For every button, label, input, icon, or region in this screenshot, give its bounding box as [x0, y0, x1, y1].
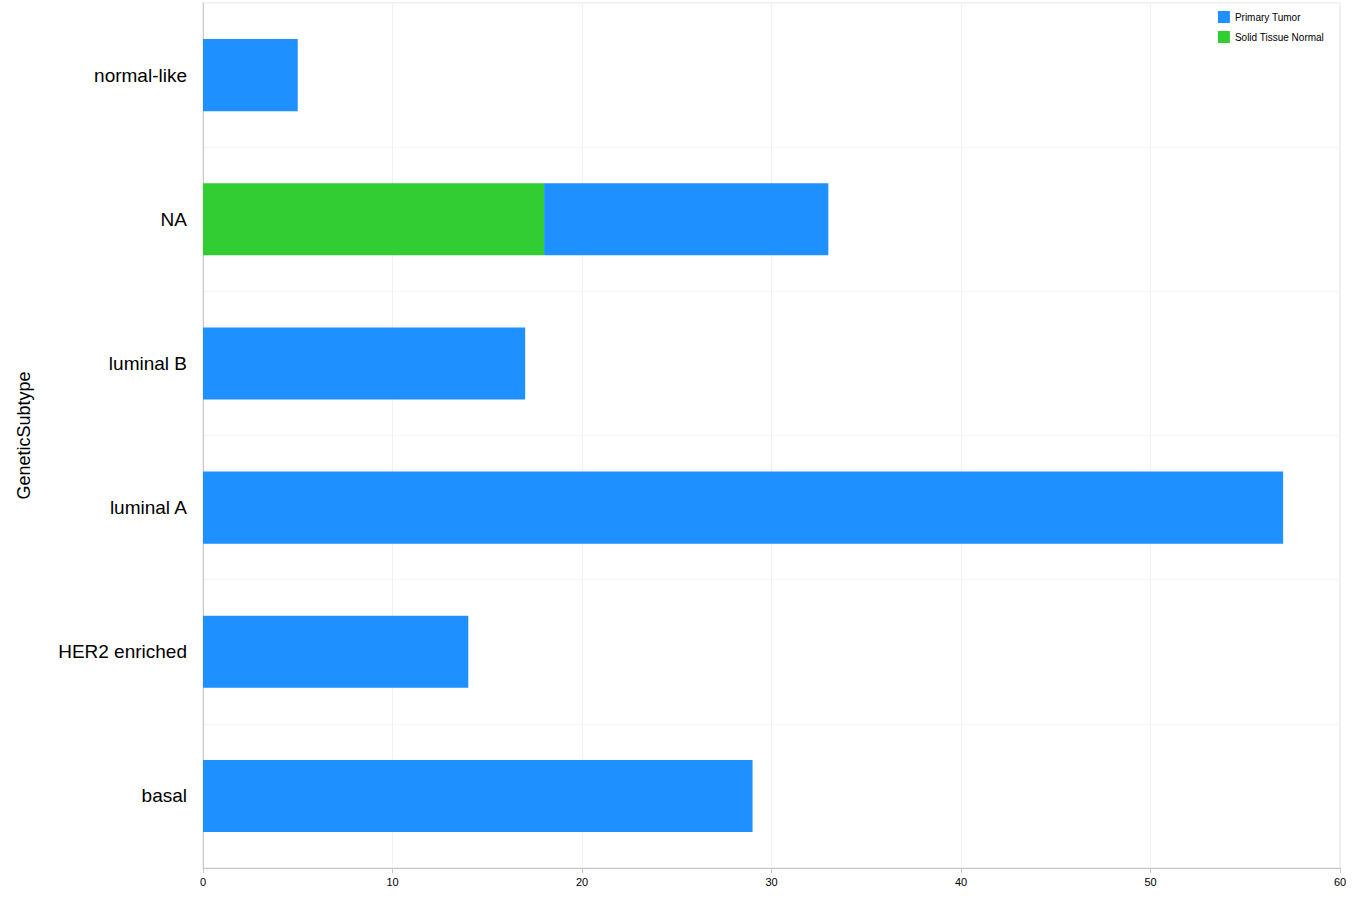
svg-text:0: 0 — [200, 876, 206, 888]
svg-text:basal: basal — [142, 785, 187, 806]
svg-text:50: 50 — [1144, 876, 1156, 888]
svg-text:NA: NA — [161, 209, 188, 230]
svg-text:60: 60 — [1334, 876, 1346, 888]
svg-text:luminal B: luminal B — [109, 353, 187, 374]
svg-text:10: 10 — [386, 876, 398, 888]
svg-text:GeneticSubtype: GeneticSubtype — [14, 371, 34, 499]
svg-text:40: 40 — [955, 876, 967, 888]
svg-text:HER2 enriched: HER2 enriched — [58, 641, 187, 662]
svg-text:20: 20 — [576, 876, 588, 888]
svg-text:luminal A: luminal A — [110, 497, 187, 518]
svg-text:30: 30 — [765, 876, 777, 888]
svg-text:Primary Tumor: Primary Tumor — [1235, 12, 1301, 23]
svg-text:normal-like: normal-like — [94, 65, 187, 86]
svg-text:Solid Tissue Normal: Solid Tissue Normal — [1235, 32, 1324, 43]
